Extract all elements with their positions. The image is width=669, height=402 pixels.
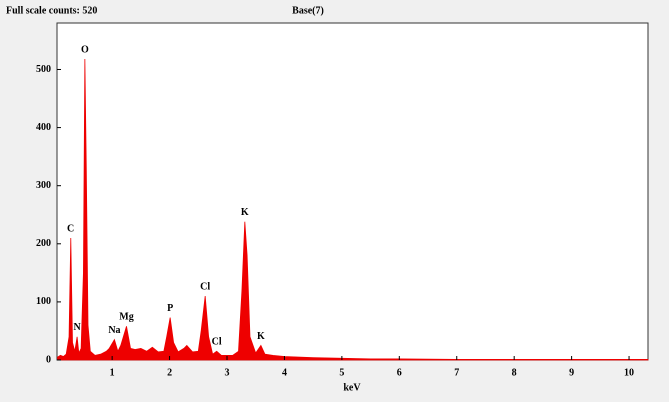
peak-label: Cl [200,281,210,292]
peak-label: P [167,303,173,314]
y-tick-label: 500 [36,64,51,75]
x-tick-label: 6 [397,367,402,378]
peak-label: C [67,223,74,234]
y-tick-label: 200 [36,238,51,249]
peak-label: K [241,207,249,218]
y-tick-label: 400 [36,122,51,133]
x-tick-label: 1 [110,367,115,378]
x-tick-label: 3 [225,367,230,378]
x-tick-label: 8 [512,367,517,378]
peak-label: Cl [212,337,222,348]
x-tick-label: 4 [282,367,287,378]
x-axis-label: keV [343,382,361,393]
chart-subtitle: Base(7) [292,5,324,16]
x-tick-label: 9 [569,367,574,378]
peak-label: Na [108,325,120,336]
x-tick-label: 5 [339,367,344,378]
peak-label: N [73,322,81,333]
x-tick-label: 2 [167,367,172,378]
x-tick-label: 10 [624,367,634,378]
y-tick-label: 0 [46,354,51,365]
spectrum [57,59,649,361]
y-tick-label: 100 [36,296,51,307]
peak-label: O [81,44,89,55]
peak-label: K [257,331,265,342]
chart-title: Full scale counts: 520 [6,5,97,16]
x-tick-label: 7 [454,367,459,378]
y-tick-label: 300 [36,180,51,191]
plot-area [56,22,649,361]
peak-label: Mg [119,312,133,323]
